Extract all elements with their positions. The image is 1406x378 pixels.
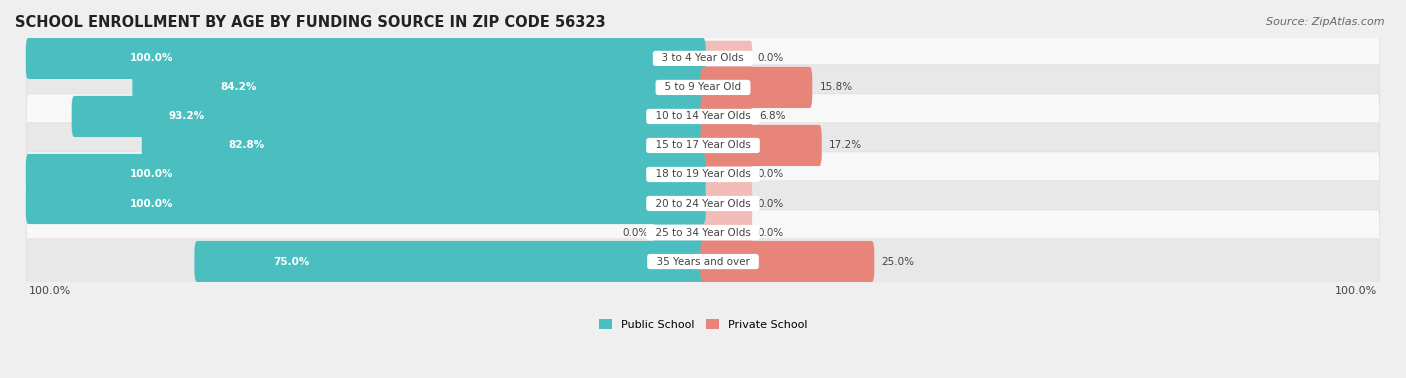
Text: 17.2%: 17.2% (830, 141, 862, 150)
Text: 100.0%: 100.0% (1336, 286, 1378, 296)
FancyBboxPatch shape (72, 96, 706, 137)
Text: 10 to 14 Year Olds: 10 to 14 Year Olds (650, 112, 756, 121)
Text: 3 to 4 Year Olds: 3 to 4 Year Olds (655, 53, 751, 64)
FancyBboxPatch shape (700, 241, 875, 282)
FancyBboxPatch shape (27, 152, 1379, 197)
FancyBboxPatch shape (194, 241, 706, 282)
FancyBboxPatch shape (27, 65, 1379, 110)
Text: 20 to 24 Year Olds: 20 to 24 Year Olds (650, 198, 756, 209)
Text: 100.0%: 100.0% (28, 286, 70, 296)
Text: 0.0%: 0.0% (756, 169, 783, 180)
FancyBboxPatch shape (27, 123, 1379, 168)
Text: 18 to 19 Year Olds: 18 to 19 Year Olds (648, 169, 758, 180)
Text: 0.0%: 0.0% (756, 228, 783, 237)
Text: 0.0%: 0.0% (756, 198, 783, 209)
Text: 75.0%: 75.0% (273, 257, 309, 266)
Text: 0.0%: 0.0% (756, 53, 783, 64)
FancyBboxPatch shape (25, 183, 706, 224)
Text: 6.8%: 6.8% (759, 112, 786, 121)
FancyBboxPatch shape (27, 36, 1379, 81)
Text: SCHOOL ENROLLMENT BY AGE BY FUNDING SOURCE IN ZIP CODE 56323: SCHOOL ENROLLMENT BY AGE BY FUNDING SOUR… (15, 15, 606, 30)
FancyBboxPatch shape (654, 215, 704, 250)
Legend: Public School, Private School: Public School, Private School (599, 319, 807, 330)
Text: 82.8%: 82.8% (228, 141, 264, 150)
Text: 15.8%: 15.8% (820, 82, 853, 93)
Text: 35 Years and over: 35 Years and over (650, 257, 756, 266)
FancyBboxPatch shape (702, 186, 752, 221)
FancyBboxPatch shape (142, 125, 706, 166)
FancyBboxPatch shape (25, 38, 706, 79)
Text: 0.0%: 0.0% (623, 228, 650, 237)
Text: 100.0%: 100.0% (129, 169, 173, 180)
FancyBboxPatch shape (25, 154, 706, 195)
Text: Source: ZipAtlas.com: Source: ZipAtlas.com (1267, 17, 1385, 27)
FancyBboxPatch shape (27, 239, 1379, 284)
Text: 15 to 17 Year Olds: 15 to 17 Year Olds (648, 141, 758, 150)
FancyBboxPatch shape (700, 96, 752, 137)
Text: 100.0%: 100.0% (129, 198, 173, 209)
FancyBboxPatch shape (27, 210, 1379, 255)
FancyBboxPatch shape (702, 215, 752, 250)
Text: 93.2%: 93.2% (169, 112, 205, 121)
Text: 84.2%: 84.2% (221, 82, 257, 93)
Text: 100.0%: 100.0% (129, 53, 173, 64)
Text: 5 to 9 Year Old: 5 to 9 Year Old (658, 82, 748, 93)
FancyBboxPatch shape (702, 41, 752, 76)
FancyBboxPatch shape (132, 67, 706, 108)
FancyBboxPatch shape (27, 94, 1379, 139)
FancyBboxPatch shape (700, 125, 821, 166)
FancyBboxPatch shape (702, 157, 752, 192)
FancyBboxPatch shape (700, 67, 813, 108)
Text: 25.0%: 25.0% (882, 257, 915, 266)
FancyBboxPatch shape (27, 181, 1379, 226)
Text: 25 to 34 Year Olds: 25 to 34 Year Olds (648, 228, 758, 237)
